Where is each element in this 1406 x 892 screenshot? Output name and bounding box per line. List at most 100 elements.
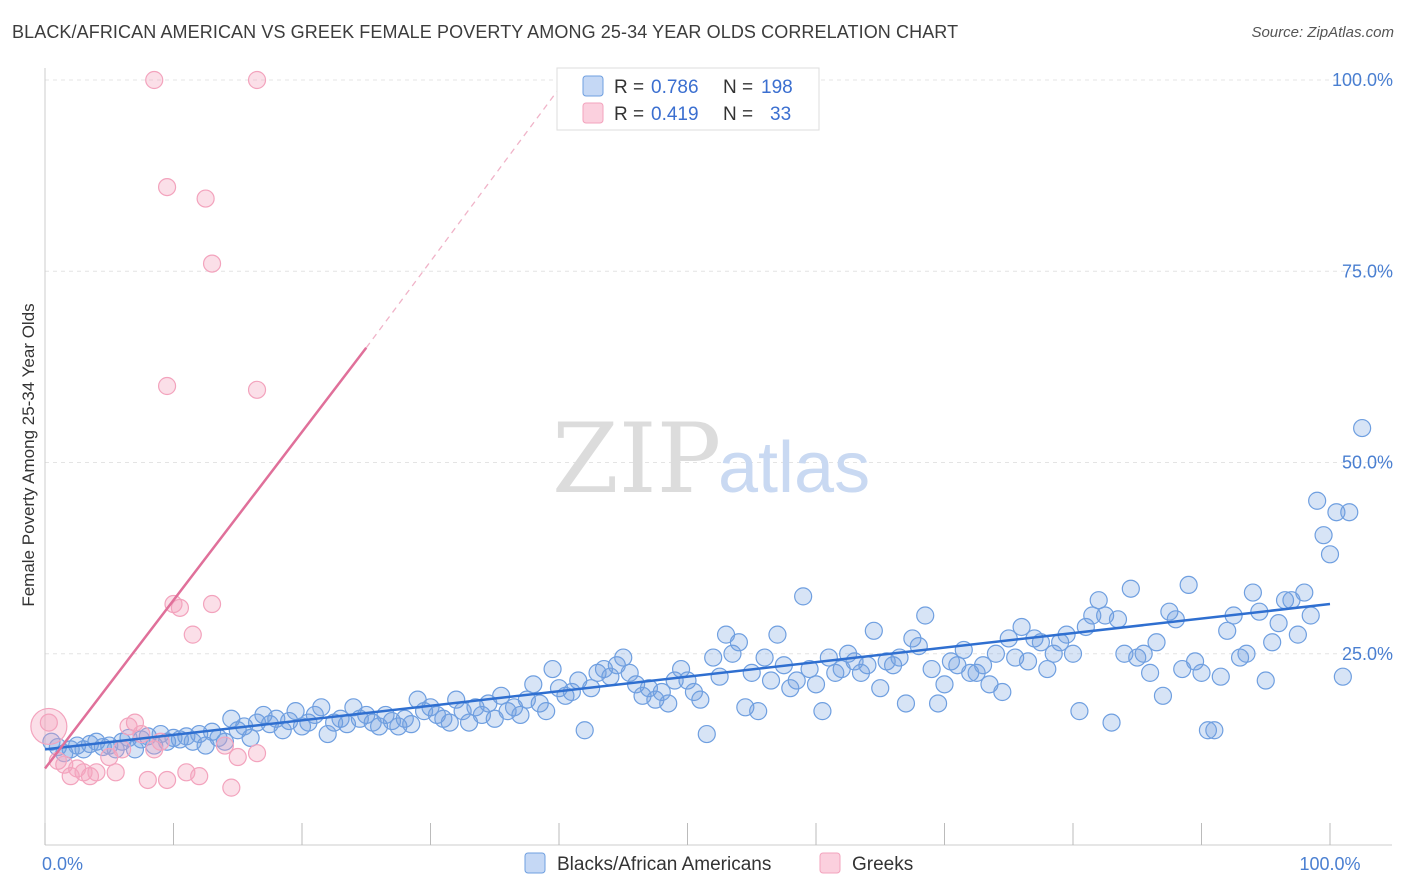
point-blacks-168	[1121, 579, 1140, 598]
point-greeks-29	[157, 178, 177, 197]
legend-bottom-swatch-pink	[819, 852, 841, 874]
point-blacks-128	[864, 621, 883, 640]
x-tick-label-0: 0.0%	[42, 854, 83, 874]
watermark: ZIP atlas	[552, 403, 870, 515]
point-blacks-195	[1295, 583, 1314, 602]
point-blacks-145	[973, 656, 993, 675]
point-blacks-78	[543, 659, 562, 679]
point-blacks-83	[575, 721, 594, 740]
point-blacks-90	[620, 663, 639, 682]
point-blacks-106	[723, 644, 742, 663]
point-blacks-111	[755, 648, 774, 667]
point-blacks-117	[794, 587, 813, 606]
point-blacks-183	[1218, 621, 1237, 640]
point-blacks-102	[697, 724, 716, 744]
point-blacks-147	[986, 644, 1006, 663]
point-greeks-19	[170, 598, 190, 617]
point-blacks-38	[286, 702, 305, 721]
y-axis-title: Female Poverty Among 25-34 Year Olds	[19, 303, 38, 606]
point-blacks-112	[761, 671, 781, 690]
trend-line-blacks	[44, 602, 1331, 751]
point-blacks-62	[440, 713, 459, 732]
point-blacks-136	[916, 606, 935, 625]
point-greeks-large	[30, 707, 68, 746]
point-blacks-118	[800, 659, 819, 679]
y-tick-label-0: 25.0%	[1342, 644, 1393, 664]
point-blacks-151	[1012, 617, 1031, 637]
point-blacks-162	[1083, 606, 1102, 625]
legend-n-label-2: N =	[723, 104, 753, 125]
point-blacks-133	[896, 694, 916, 713]
point-blacks-196	[1301, 606, 1320, 625]
point-blacks-95	[652, 682, 671, 702]
point-blacks-104	[710, 667, 729, 686]
legend-n-value-2: 33	[770, 104, 791, 125]
point-blacks-155	[1038, 659, 1057, 679]
point-greeks-22	[190, 767, 209, 786]
y-tick-label-2: 75.0%	[1342, 261, 1393, 281]
point-blacks-177	[1179, 575, 1198, 595]
point-greeks-9	[106, 763, 125, 782]
point-blacks-31	[241, 728, 260, 748]
point-blacks-197	[1308, 491, 1327, 510]
point-blacks-110	[749, 702, 768, 721]
point-blacks-103	[704, 648, 723, 667]
series-legend: Blacks/African Americans Greeks	[524, 852, 913, 875]
y-tick-label-3: 100.0%	[1332, 70, 1393, 90]
point-blacks-171	[1140, 663, 1160, 682]
point-greeks-27	[247, 744, 267, 763]
point-blacks-202	[1353, 418, 1372, 438]
point-blacks-137	[922, 659, 941, 679]
point-blacks-152	[1018, 652, 1038, 671]
point-greeks-7	[87, 763, 106, 782]
point-blacks-27	[215, 732, 234, 751]
series-greeks-points	[30, 70, 267, 797]
point-blacks-180	[1198, 721, 1218, 740]
point-greeks-10	[112, 740, 132, 759]
point-greeks-32	[157, 376, 177, 396]
point-greeks-17	[157, 770, 177, 790]
legend-n-value-1: 198	[761, 77, 793, 98]
point-blacks-116	[787, 671, 806, 690]
point-blacks-181	[1205, 721, 1224, 740]
point-blacks-107	[729, 633, 749, 652]
legend-swatch-pink	[582, 102, 604, 124]
point-blacks-138	[928, 694, 948, 713]
point-blacks-159	[1063, 644, 1083, 663]
point-blacks-127	[858, 656, 877, 675]
trend-line-greeks-extension	[365, 79, 566, 349]
point-greeks-14	[138, 770, 157, 790]
point-blacks-172	[1147, 633, 1166, 652]
point-blacks-56	[402, 715, 421, 734]
trend-line-greeks	[44, 346, 368, 770]
watermark-atlas: atlas	[718, 428, 870, 508]
point-greeks-28	[145, 70, 164, 90]
legend-bottom-swatch-blue	[524, 852, 546, 874]
trend-lines	[44, 79, 1331, 770]
point-blacks-163	[1089, 591, 1108, 610]
point-greeks-34	[247, 70, 267, 90]
point-blacks-179	[1192, 663, 1211, 682]
correlation-legend: R = 0.786 N = 198 R = 0.419 N = 33	[556, 67, 820, 131]
x-tick-label-1: 100.0%	[1299, 854, 1360, 874]
point-blacks-165	[1102, 713, 1121, 732]
point-blacks-89	[614, 648, 633, 667]
point-blacks-42	[312, 698, 331, 717]
point-blacks-178	[1185, 652, 1205, 671]
point-blacks-119	[806, 675, 826, 694]
point-blacks-200	[1327, 503, 1346, 522]
point-blacks-139	[935, 675, 954, 694]
point-blacks-77	[537, 702, 556, 721]
point-blacks-96	[659, 694, 678, 713]
point-blacks-199	[1320, 545, 1340, 564]
y-tick-label-1: 50.0%	[1342, 453, 1393, 473]
legend-r-value-1: 0.786	[651, 77, 699, 98]
point-blacks-101	[691, 690, 710, 709]
chart-title: BLACK/AFRICAN AMERICAN VS GREEK FEMALE P…	[12, 22, 959, 42]
tick-labels: 25.0% 50.0% 75.0% 100.0% 0.0% 100.0%	[42, 70, 1393, 874]
point-blacks-113	[768, 625, 787, 644]
point-greeks-24	[215, 736, 234, 755]
point-greeks-33	[247, 380, 267, 399]
point-blacks-13	[125, 740, 145, 759]
point-blacks-73	[511, 705, 530, 725]
